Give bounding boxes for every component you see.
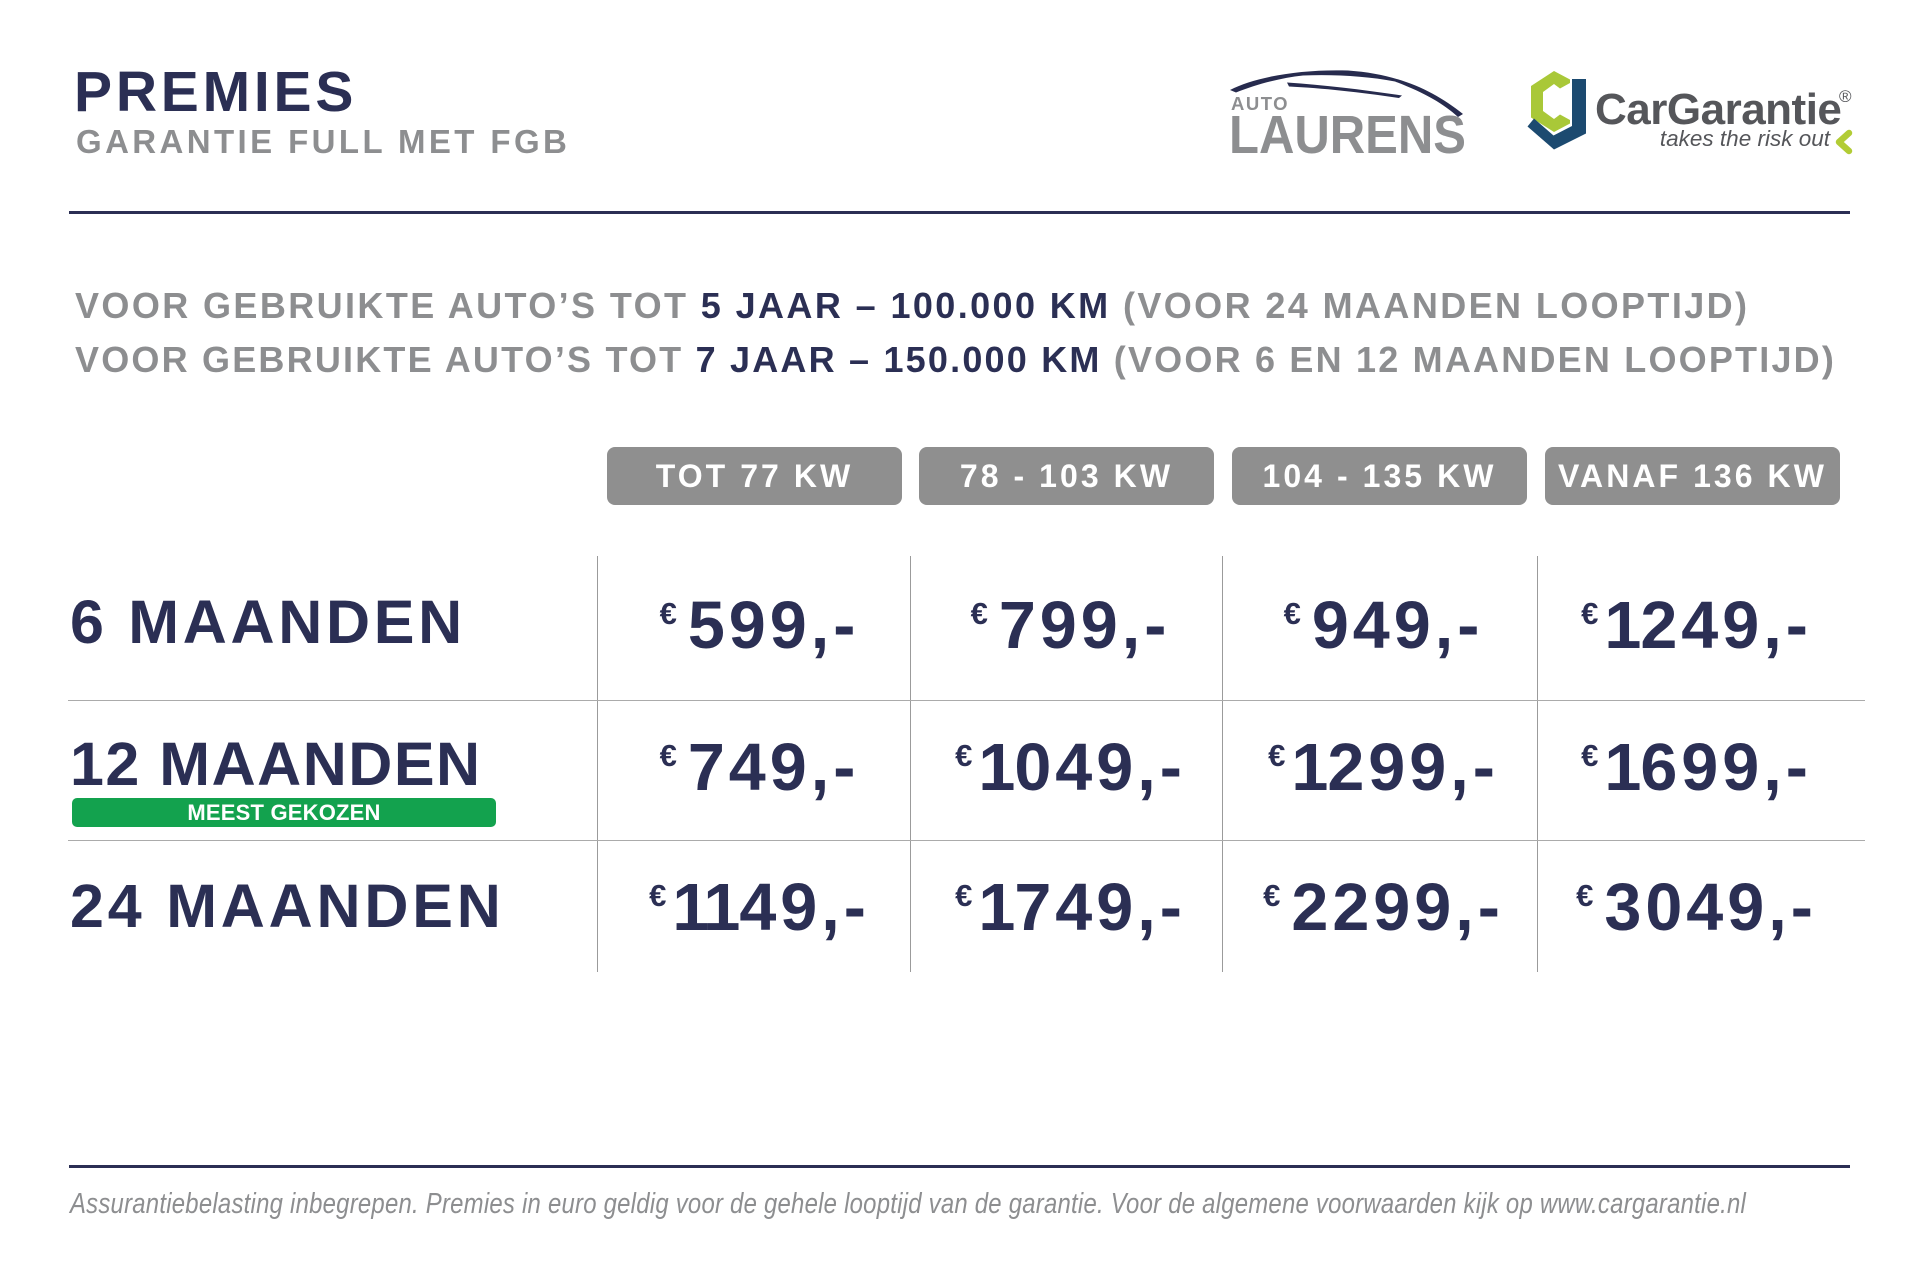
svg-text:CarGarantie: CarGarantie: [1595, 85, 1841, 134]
svg-text:LAURENS: LAURENS: [1229, 105, 1466, 165]
svg-text:takes the risk out: takes the risk out: [1660, 126, 1832, 151]
svg-text:®: ®: [1839, 87, 1852, 106]
svg-text:AUTO: AUTO: [1231, 93, 1289, 114]
